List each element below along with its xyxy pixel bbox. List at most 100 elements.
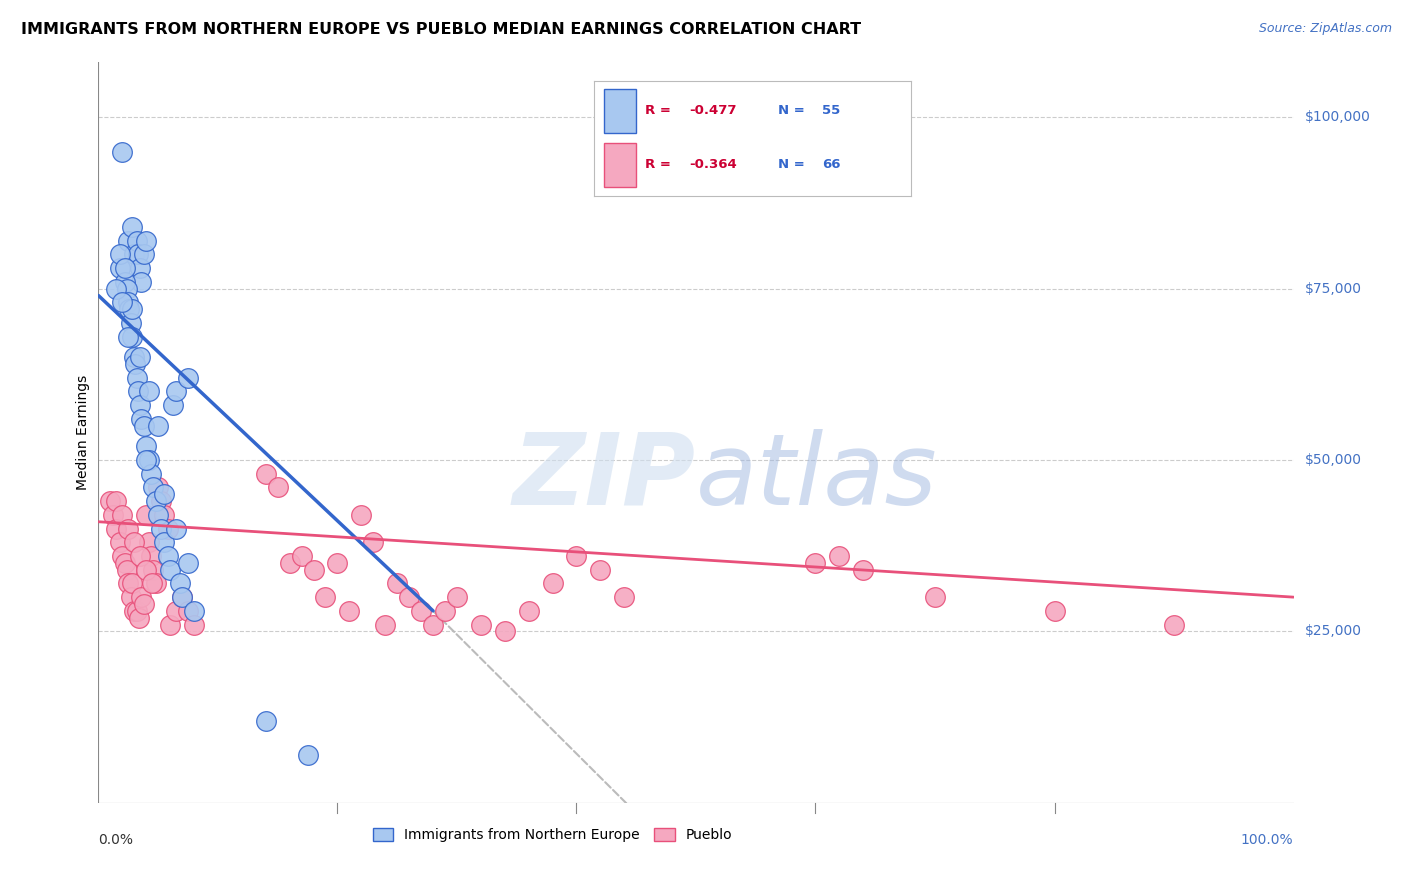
Point — [139, 549, 162, 563]
Point — [105, 522, 128, 536]
Text: $100,000: $100,000 — [1305, 111, 1371, 124]
Point — [172, 590, 194, 604]
Point — [153, 487, 176, 501]
Point — [162, 398, 184, 412]
Point — [105, 282, 128, 296]
Point — [132, 418, 155, 433]
Point — [1043, 604, 1066, 618]
Point — [141, 576, 163, 591]
Point — [127, 247, 149, 261]
Point — [156, 549, 179, 563]
Point — [434, 604, 457, 618]
Point — [517, 604, 540, 618]
Point — [613, 590, 636, 604]
Point — [142, 480, 165, 494]
Point — [114, 261, 136, 276]
Point — [411, 604, 433, 618]
Point — [156, 522, 179, 536]
Point — [121, 302, 143, 317]
Point — [124, 247, 146, 261]
Point — [108, 535, 131, 549]
Point — [135, 508, 157, 522]
Point — [124, 604, 146, 618]
Point — [111, 508, 134, 522]
Point — [131, 590, 153, 604]
Point — [120, 590, 142, 604]
Point — [98, 494, 122, 508]
Point — [129, 261, 152, 276]
Point — [350, 508, 373, 522]
Point — [135, 453, 157, 467]
Point — [125, 604, 148, 618]
Point — [177, 556, 200, 570]
Point — [828, 549, 851, 563]
Point — [145, 576, 167, 591]
Point — [494, 624, 516, 639]
Point — [129, 398, 152, 412]
Point — [135, 439, 157, 453]
Point — [138, 384, 160, 399]
Point — [114, 275, 136, 289]
Point — [115, 563, 138, 577]
Point — [117, 522, 139, 536]
Text: 100.0%: 100.0% — [1241, 833, 1294, 847]
Point — [589, 563, 612, 577]
Text: $25,000: $25,000 — [1305, 624, 1361, 639]
Point — [114, 556, 136, 570]
Point — [139, 467, 162, 481]
Point — [541, 576, 564, 591]
Point — [105, 494, 128, 508]
Point — [145, 494, 167, 508]
Point — [148, 508, 170, 522]
Point — [385, 576, 409, 591]
Point — [159, 563, 181, 577]
Point — [135, 563, 157, 577]
Point — [118, 302, 141, 317]
Point — [125, 371, 148, 385]
Point — [111, 295, 134, 310]
Point — [177, 371, 200, 385]
Point — [132, 247, 155, 261]
Point — [565, 549, 588, 563]
Point — [291, 549, 314, 563]
Point — [254, 714, 277, 728]
Point — [165, 522, 187, 536]
Point — [183, 604, 205, 618]
Point — [138, 453, 160, 467]
Text: $75,000: $75,000 — [1305, 282, 1361, 295]
Point — [129, 350, 152, 364]
Point — [326, 556, 349, 570]
Y-axis label: Median Earnings: Median Earnings — [76, 375, 90, 491]
Point — [148, 480, 170, 494]
Point — [254, 467, 277, 481]
Point — [138, 535, 160, 549]
Point — [159, 617, 181, 632]
Point — [297, 747, 319, 762]
Point — [117, 295, 139, 310]
Point — [267, 480, 290, 494]
Point — [177, 604, 200, 618]
Point — [315, 590, 337, 604]
Point — [129, 549, 152, 563]
Point — [183, 617, 205, 632]
Legend: Immigrants from Northern Europe, Pueblo: Immigrants from Northern Europe, Pueblo — [367, 822, 738, 847]
Point — [111, 145, 134, 159]
Point — [121, 576, 143, 591]
Point — [339, 604, 361, 618]
Point — [172, 590, 194, 604]
Text: 0.0%: 0.0% — [98, 833, 134, 847]
Point — [302, 563, 325, 577]
Point — [1163, 617, 1185, 632]
Point — [121, 219, 143, 234]
Point — [132, 597, 155, 611]
Text: IMMIGRANTS FROM NORTHERN EUROPE VS PUEBLO MEDIAN EARNINGS CORRELATION CHART: IMMIGRANTS FROM NORTHERN EUROPE VS PUEBL… — [21, 22, 862, 37]
Text: Source: ZipAtlas.com: Source: ZipAtlas.com — [1258, 22, 1392, 36]
Point — [117, 329, 139, 343]
Point — [398, 590, 420, 604]
Point — [153, 508, 176, 522]
Point — [470, 617, 492, 632]
Point — [446, 590, 468, 604]
Point — [149, 494, 172, 508]
Point — [804, 556, 827, 570]
Point — [101, 508, 124, 522]
